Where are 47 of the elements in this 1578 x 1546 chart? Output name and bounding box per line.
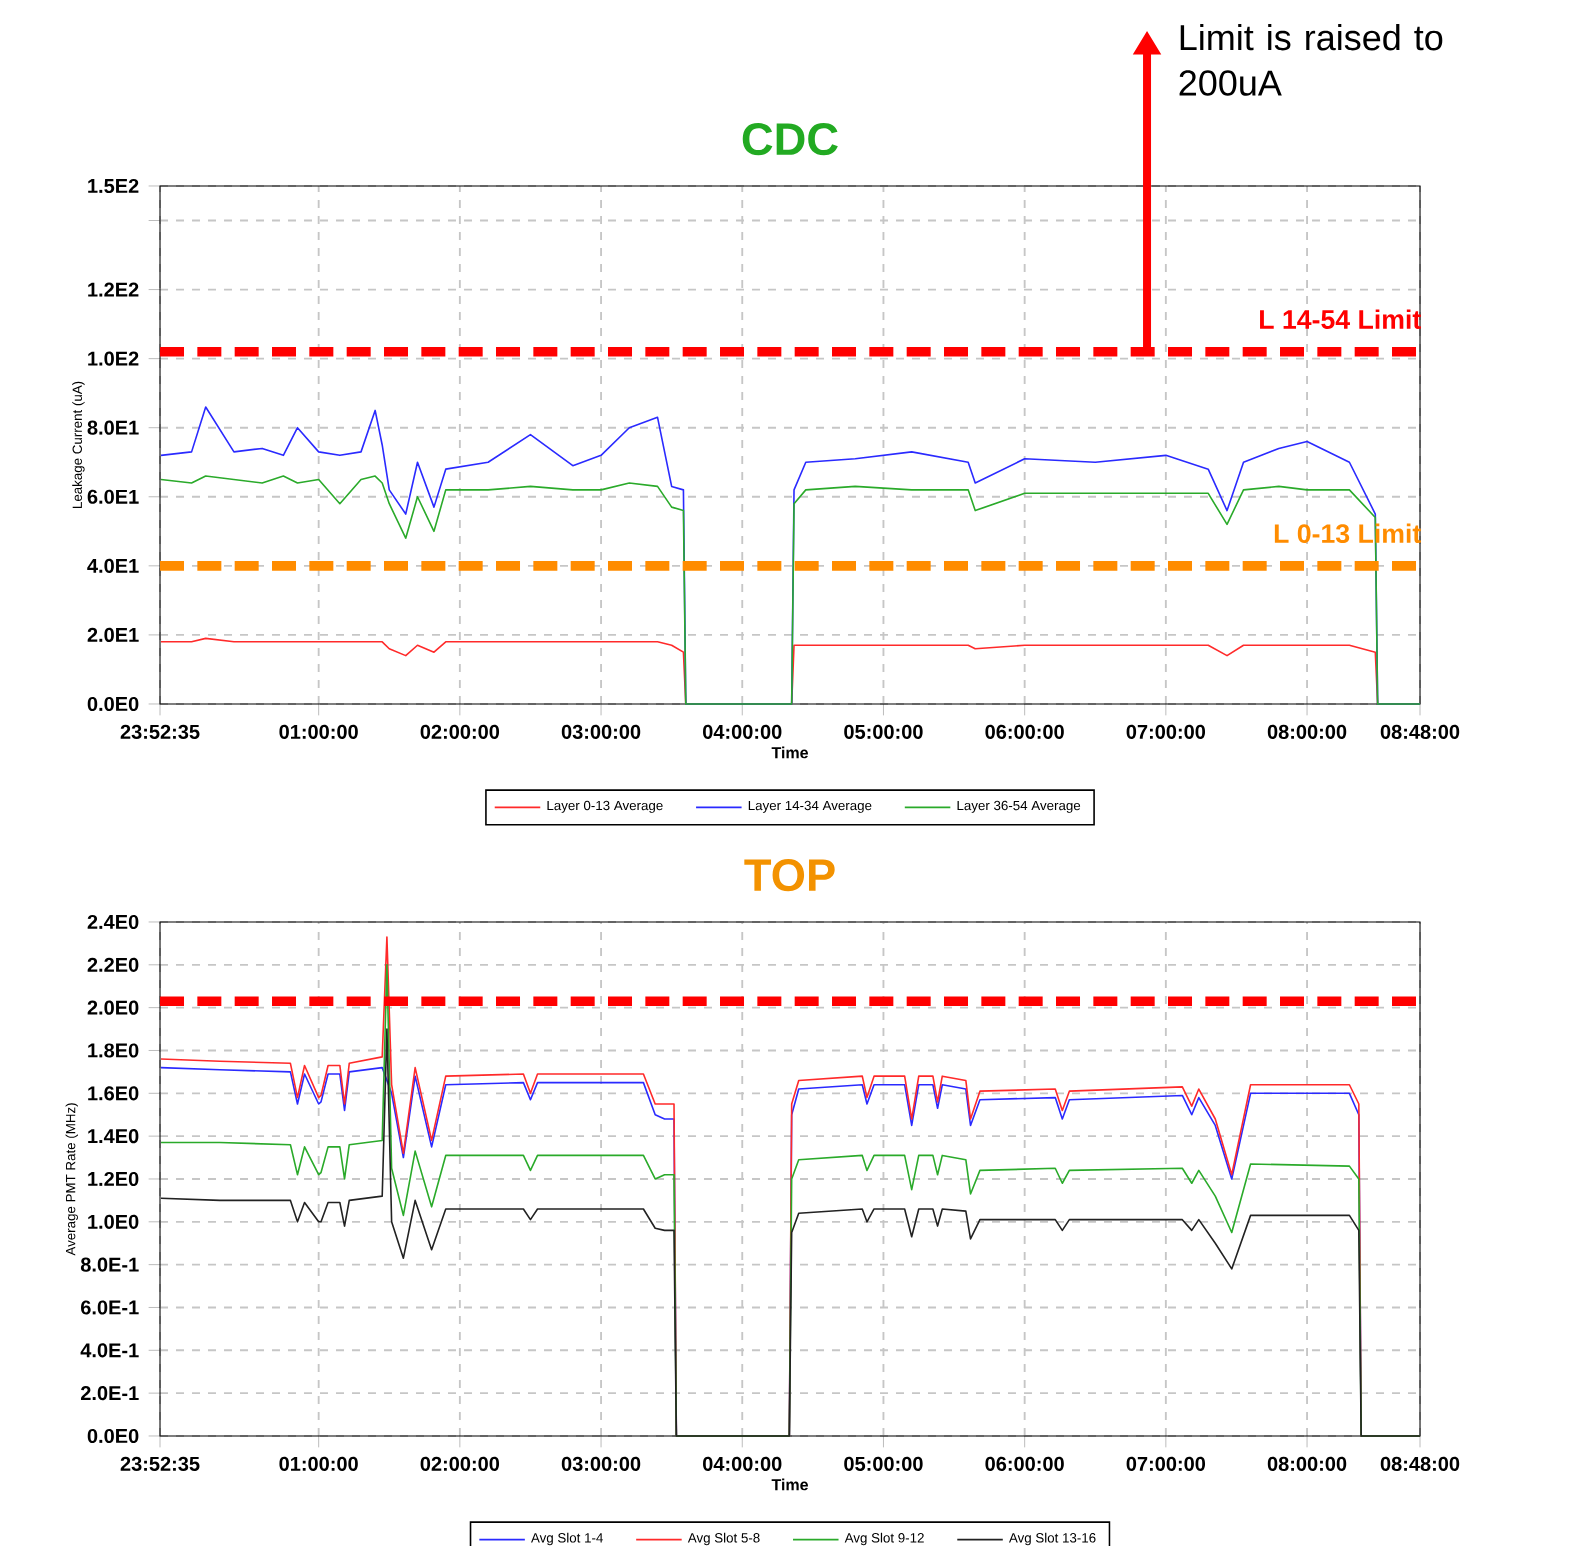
x-tick-label: 08:00:00 <box>1267 724 1347 739</box>
y-tick-label: 1.0E2 <box>88 351 139 366</box>
y-tick-label: 1.2E0 <box>88 1171 139 1187</box>
y-tick-label: 1.4E0 <box>88 1129 139 1144</box>
y-tick-label: 2.0E0 <box>87 1000 139 1015</box>
y-tick-label: 1.5E2 <box>88 178 139 194</box>
x-tick-label: 08:48:00 <box>1380 724 1460 739</box>
y-tick-label: 8.0E-1 <box>80 1257 139 1272</box>
x-tick-label: 04:00:00 <box>703 724 782 739</box>
x-tick-label: 03:00:00 <box>561 1456 641 1471</box>
y-tick-label: 4.0E1 <box>87 558 139 573</box>
y-tick-label: 6.0E-1 <box>81 1300 139 1315</box>
y-tick-label: 8.0E1 <box>87 420 139 435</box>
x-tick-label: 07:00:00 <box>1126 724 1206 739</box>
y-tick-label: 0.0E0 <box>87 696 139 712</box>
y-tick-label: 1.0E0 <box>88 1214 139 1229</box>
x-tick-label: 03:00:00 <box>561 724 641 739</box>
chart-title: CDC <box>742 123 838 156</box>
x-tick-label: 08:00:00 <box>1267 1456 1347 1471</box>
chart-title: TOP <box>744 859 835 892</box>
x-tick-label: 06:00:00 <box>985 724 1064 739</box>
x-tick-label: 05:00:00 <box>844 1456 923 1471</box>
y-tick-label: 6.0E1 <box>87 489 139 504</box>
x-tick-label: 01:00:00 <box>279 1456 358 1471</box>
x-tick-label: 01:00:00 <box>279 724 358 739</box>
x-tick-label: 07:00:00 <box>1126 1456 1206 1471</box>
x-tick-label: 04:00:00 <box>703 1456 782 1471</box>
y-tick-label: 2.4E0 <box>87 914 139 930</box>
x-tick-label: 05:00:00 <box>844 724 923 739</box>
x-tick-label: 06:00:00 <box>985 1456 1064 1471</box>
annotation: Limit is raised to 200uA <box>1179 23 1443 96</box>
x-axis-title: Time <box>771 746 809 759</box>
y-tick-label: 1.6E0 <box>88 1086 139 1101</box>
x-tick-label: 23:52:35 <box>120 1456 200 1471</box>
x-axis-title: Time <box>771 1478 809 1491</box>
y-tick-label: 2.0E1 <box>87 627 139 642</box>
y-tick-label: 2.2E0 <box>87 957 139 972</box>
y-tick-label: 4.0E-1 <box>80 1343 139 1358</box>
x-tick-label: 02:00:00 <box>420 724 500 739</box>
x-tick-label: 02:00:00 <box>420 1456 500 1471</box>
ref-line-label: L 14-54 Limit <box>1260 309 1421 329</box>
y-tick-label: 1.8E0 <box>88 1043 139 1058</box>
y-tick-label: 0.0E0 <box>87 1428 139 1444</box>
y-tick-label: 1.2E2 <box>88 282 139 297</box>
x-tick-label: 23:52:35 <box>120 724 200 739</box>
y-tick-label: 2.0E-1 <box>80 1386 139 1401</box>
x-tick-label: 08:48:00 <box>1380 1456 1460 1471</box>
